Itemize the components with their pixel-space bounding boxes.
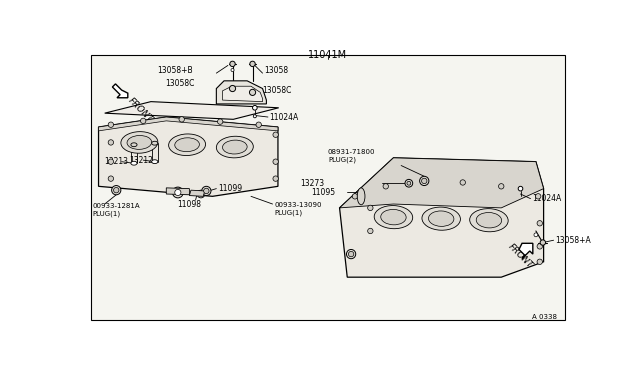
- Ellipse shape: [357, 188, 365, 205]
- Text: 00933-1281A
PLUG(1): 00933-1281A PLUG(1): [92, 203, 140, 217]
- Circle shape: [108, 176, 113, 181]
- Circle shape: [273, 132, 278, 137]
- Ellipse shape: [374, 206, 413, 229]
- Circle shape: [253, 115, 257, 118]
- Circle shape: [113, 187, 119, 193]
- Circle shape: [499, 184, 504, 189]
- Circle shape: [460, 180, 465, 185]
- Circle shape: [273, 159, 278, 164]
- Circle shape: [231, 68, 234, 71]
- Text: 13058: 13058: [264, 66, 288, 75]
- Circle shape: [407, 181, 411, 185]
- Ellipse shape: [381, 209, 406, 225]
- Polygon shape: [113, 84, 128, 98]
- Text: 11024A: 11024A: [532, 194, 561, 203]
- Ellipse shape: [429, 211, 454, 227]
- Circle shape: [179, 117, 184, 122]
- Circle shape: [108, 122, 113, 128]
- Text: 13058C: 13058C: [262, 86, 291, 95]
- Circle shape: [383, 184, 388, 189]
- Circle shape: [540, 240, 545, 245]
- Circle shape: [367, 205, 373, 211]
- Circle shape: [534, 233, 538, 237]
- Polygon shape: [99, 117, 278, 131]
- Circle shape: [250, 89, 255, 96]
- Ellipse shape: [131, 143, 137, 147]
- Polygon shape: [166, 188, 189, 195]
- Ellipse shape: [152, 141, 158, 145]
- Text: 08931-71800
PLUG(2): 08931-71800 PLUG(2): [328, 148, 376, 163]
- Text: 11024A: 11024A: [269, 112, 299, 122]
- Circle shape: [256, 122, 261, 128]
- Circle shape: [108, 159, 113, 164]
- Circle shape: [536, 194, 541, 199]
- Polygon shape: [189, 190, 205, 196]
- Circle shape: [197, 190, 205, 198]
- Ellipse shape: [152, 160, 158, 164]
- Circle shape: [253, 106, 257, 110]
- Ellipse shape: [168, 134, 205, 155]
- Text: 13058+A: 13058+A: [555, 236, 591, 245]
- Circle shape: [537, 244, 543, 249]
- Ellipse shape: [121, 132, 158, 153]
- Polygon shape: [216, 81, 266, 104]
- Polygon shape: [223, 86, 262, 102]
- Polygon shape: [340, 158, 543, 208]
- Circle shape: [175, 189, 181, 196]
- Text: 11041M: 11041M: [308, 51, 348, 60]
- Text: 11095: 11095: [312, 188, 336, 197]
- Ellipse shape: [422, 207, 460, 230]
- Circle shape: [537, 259, 543, 264]
- Circle shape: [141, 118, 146, 124]
- Circle shape: [537, 221, 543, 226]
- Ellipse shape: [476, 212, 502, 228]
- Circle shape: [108, 140, 113, 145]
- Text: 13273: 13273: [300, 179, 324, 188]
- Circle shape: [422, 178, 427, 184]
- Ellipse shape: [175, 138, 200, 152]
- Circle shape: [420, 176, 429, 186]
- Polygon shape: [99, 117, 278, 196]
- Circle shape: [346, 250, 356, 259]
- Text: 13212: 13212: [129, 155, 153, 165]
- Ellipse shape: [216, 136, 253, 158]
- Circle shape: [250, 61, 255, 67]
- Circle shape: [230, 61, 236, 67]
- Circle shape: [352, 194, 358, 199]
- Text: 11099: 11099: [218, 184, 242, 193]
- Text: FRONT: FRONT: [507, 242, 535, 270]
- Text: 13213: 13213: [105, 157, 129, 166]
- Circle shape: [218, 119, 223, 124]
- Circle shape: [204, 188, 209, 194]
- Circle shape: [367, 228, 373, 234]
- Polygon shape: [519, 243, 533, 259]
- Text: FRONT: FRONT: [126, 96, 154, 124]
- Circle shape: [422, 178, 427, 184]
- Text: 13058C: 13058C: [165, 78, 195, 88]
- Polygon shape: [105, 102, 279, 119]
- Circle shape: [111, 186, 121, 195]
- Text: 13058+B: 13058+B: [157, 66, 193, 75]
- Text: A 0338: A 0338: [532, 314, 557, 320]
- Text: 11098: 11098: [177, 200, 202, 209]
- Circle shape: [202, 186, 211, 196]
- Circle shape: [230, 86, 236, 92]
- Ellipse shape: [223, 140, 247, 154]
- Ellipse shape: [131, 161, 137, 165]
- Ellipse shape: [470, 209, 508, 232]
- Text: 00933-13090
PLUG(1): 00933-13090 PLUG(1): [274, 202, 322, 217]
- Polygon shape: [340, 158, 543, 277]
- Circle shape: [348, 251, 354, 257]
- Circle shape: [273, 176, 278, 181]
- Circle shape: [518, 186, 523, 191]
- Circle shape: [405, 179, 413, 187]
- Ellipse shape: [127, 135, 152, 150]
- Circle shape: [172, 187, 183, 198]
